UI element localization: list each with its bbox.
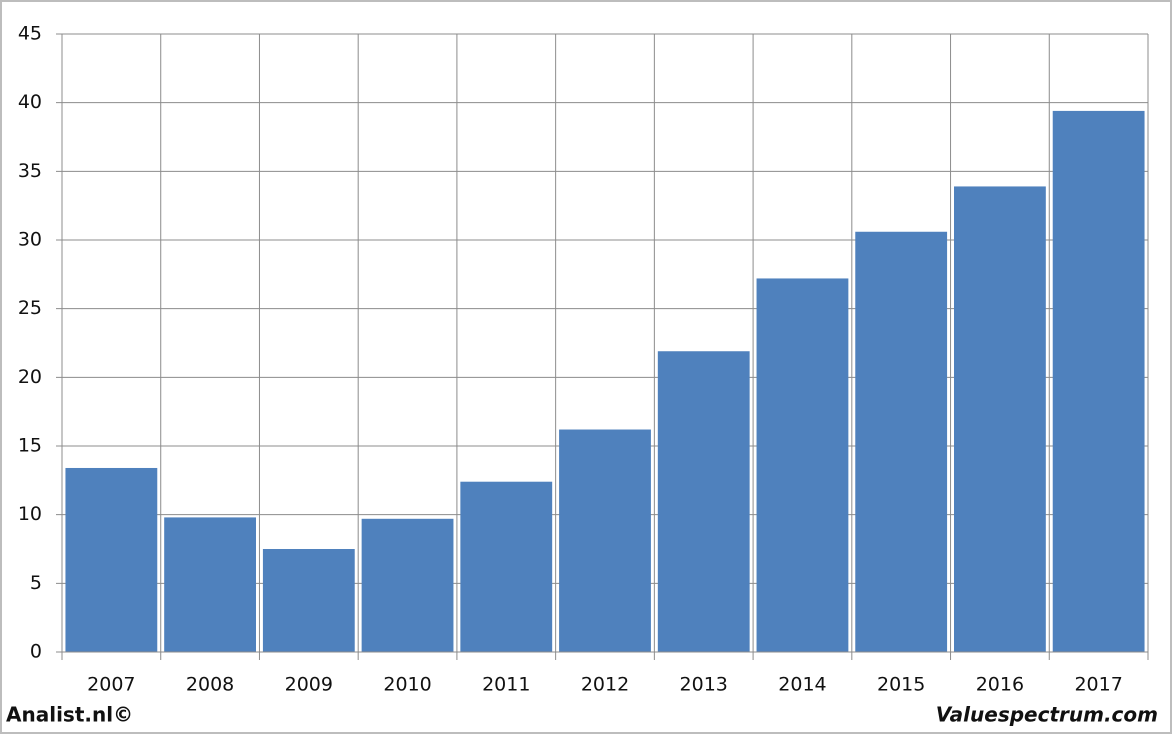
bar xyxy=(460,481,553,652)
y-tick-label: 30 xyxy=(18,229,42,251)
y-tick-label: 40 xyxy=(18,91,42,113)
y-tick-label: 10 xyxy=(18,503,42,525)
bar xyxy=(657,351,750,652)
bar xyxy=(1052,110,1145,652)
y-tick-label: 20 xyxy=(18,366,42,388)
x-tick-label: 2009 xyxy=(285,674,333,696)
bar xyxy=(361,518,454,652)
x-tick-label: 2010 xyxy=(383,674,431,696)
x-tick-label: 2017 xyxy=(1074,674,1122,696)
y-tick-label: 25 xyxy=(18,297,42,319)
footer-left: Analist.nl© xyxy=(6,703,133,727)
bar xyxy=(164,517,256,652)
x-tick-label: 2008 xyxy=(186,674,234,696)
y-tick-label: 0 xyxy=(30,641,42,663)
bar xyxy=(855,231,948,652)
y-tick-label: 15 xyxy=(18,435,42,457)
x-tick-label: 2013 xyxy=(680,674,728,696)
bar xyxy=(756,278,849,652)
x-tick-label: 2007 xyxy=(87,674,135,696)
bar xyxy=(954,186,1046,652)
x-tick-label: 2012 xyxy=(581,674,629,696)
x-tick-label: 2015 xyxy=(877,674,925,696)
footer-right: Valuespectrum.com xyxy=(936,703,1158,727)
bar xyxy=(65,467,158,652)
x-tick-label: 2016 xyxy=(976,674,1024,696)
bar xyxy=(262,549,355,652)
bar xyxy=(559,429,651,652)
x-tick-label: 2011 xyxy=(482,674,530,696)
y-tick-label: 35 xyxy=(18,160,42,182)
y-tick-label: 5 xyxy=(30,572,42,594)
x-tick-label: 2014 xyxy=(778,674,826,696)
y-tick-label: 45 xyxy=(18,23,42,45)
